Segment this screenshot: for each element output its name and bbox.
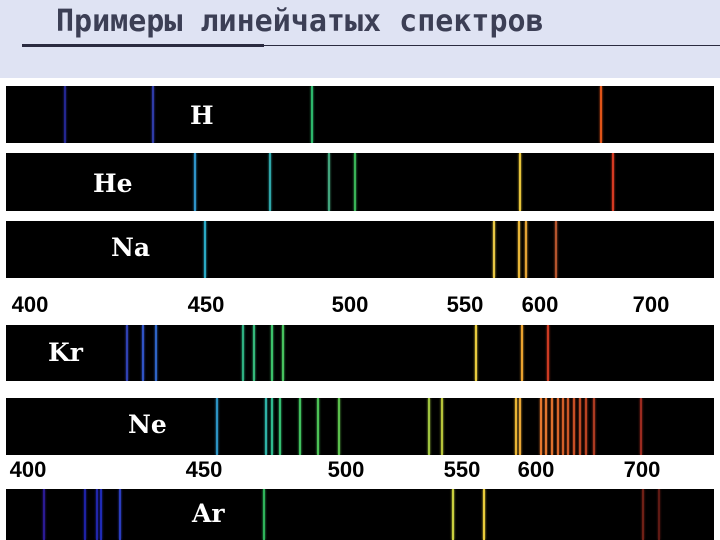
emission-line-kr [253, 325, 255, 381]
title-underline-accent [22, 44, 264, 47]
scale-tick: 450 [185, 457, 223, 482]
emission-line-he [194, 153, 196, 211]
emission-line-ar [96, 489, 98, 540]
spectrum-h: H [6, 86, 714, 143]
spectrum-label-h: H [190, 101, 214, 130]
scale-tick: 550 [446, 292, 484, 317]
emission-line-na [555, 221, 557, 278]
emission-line-ne [551, 398, 553, 455]
spectrum-ne: Ne [6, 398, 714, 455]
emission-line-h [600, 86, 602, 143]
emission-line-ar [263, 489, 265, 540]
emission-line-kr [155, 325, 157, 381]
spectrum-label-ar: Ar [192, 499, 225, 528]
emission-line-ne [519, 398, 521, 455]
emission-line-ne [567, 398, 569, 455]
emission-line-na [518, 221, 520, 278]
emission-line-kr [142, 325, 144, 381]
emission-line-kr [271, 325, 273, 381]
emission-line-ne [579, 398, 581, 455]
emission-line-kr [547, 325, 549, 381]
emission-line-he [269, 153, 271, 211]
emission-line-ne [593, 398, 595, 455]
emission-line-ar [452, 489, 454, 540]
emission-line-ar [100, 489, 102, 540]
spectrum-label-ne: Ne [128, 410, 167, 439]
emission-line-h [64, 86, 66, 143]
scale-tick: 450 [187, 292, 225, 317]
scale-tick: 600 [517, 457, 555, 482]
emission-line-kr [242, 325, 244, 381]
emission-line-ne [573, 398, 575, 455]
emission-line-he [519, 153, 521, 211]
emission-line-he [328, 153, 330, 211]
scale-tick: 500 [327, 457, 365, 482]
emission-line-kr [521, 325, 523, 381]
emission-line-ne [338, 398, 340, 455]
spectrum-na: Na [6, 221, 714, 278]
emission-line-ar [119, 489, 121, 540]
scale-tick: 400 [9, 457, 47, 482]
emission-line-kr [282, 325, 284, 381]
emission-line-ne [317, 398, 319, 455]
scale-tick: 600 [521, 292, 559, 317]
emission-line-ne [640, 398, 642, 455]
scale-tick: 700 [623, 457, 661, 482]
spectrum-label-he: He [93, 169, 133, 198]
emission-line-h [152, 86, 154, 143]
emission-line-ar [43, 489, 45, 540]
emission-line-ne [265, 398, 267, 455]
emission-line-ar [658, 489, 660, 540]
emission-line-na [204, 221, 206, 278]
emission-line-ar [642, 489, 644, 540]
slide-title: Примеры линейчатых спектров [56, 4, 544, 39]
emission-line-ar [483, 489, 485, 540]
emission-line-he [612, 153, 614, 211]
emission-line-ne [545, 398, 547, 455]
slide-header [0, 0, 720, 78]
spectrum-kr: Kr [6, 325, 714, 381]
emission-line-na [493, 221, 495, 278]
spectrum-ar: Ar [6, 489, 714, 540]
emission-line-na [525, 221, 527, 278]
scale-tick: 500 [331, 292, 369, 317]
emission-line-ne [515, 398, 517, 455]
emission-line-ne [216, 398, 218, 455]
emission-line-h [311, 86, 313, 143]
emission-line-kr [126, 325, 128, 381]
emission-line-ne [540, 398, 542, 455]
spectrum-label-na: Na [111, 233, 151, 262]
emission-line-ne [428, 398, 430, 455]
emission-line-ne [441, 398, 443, 455]
spectrum-label-kr: Kr [48, 338, 83, 367]
spectrum-he: He [6, 153, 714, 211]
emission-line-ne [271, 398, 273, 455]
emission-line-ar [84, 489, 86, 540]
emission-line-he [354, 153, 356, 211]
emission-line-kr [475, 325, 477, 381]
emission-line-ne [299, 398, 301, 455]
emission-line-ne [562, 398, 564, 455]
emission-line-ne [279, 398, 281, 455]
emission-line-ne [585, 398, 587, 455]
scale-tick: 550 [443, 457, 481, 482]
scale-tick: 700 [632, 292, 670, 317]
title-underline [22, 45, 720, 46]
emission-line-ne [557, 398, 559, 455]
scale-tick: 400 [11, 292, 49, 317]
